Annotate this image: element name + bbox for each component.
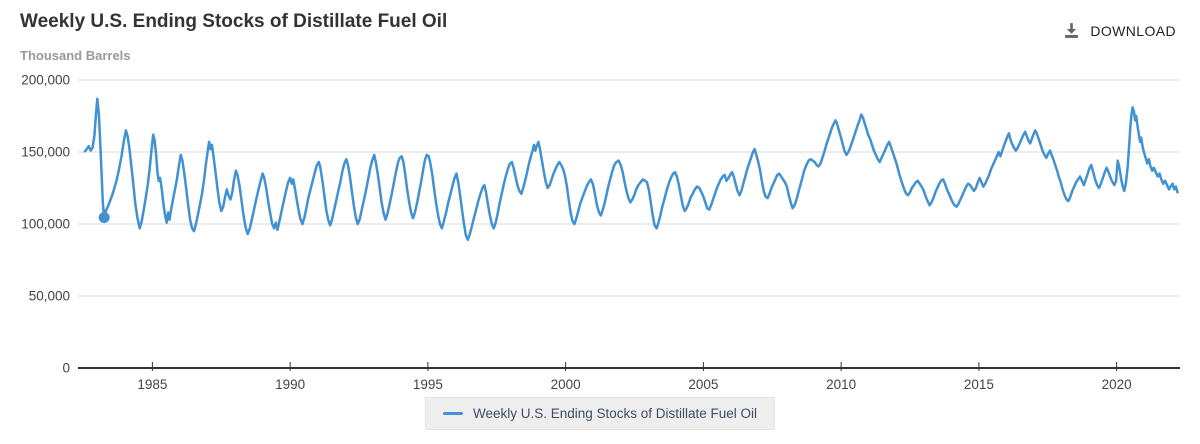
series-line[interactable]: [83, 97, 1179, 242]
y-axis-tick-label: 50,000: [29, 289, 70, 304]
y-axis-tick-label: 100,000: [21, 217, 70, 232]
y-axis-tick-label: 150,000: [21, 145, 70, 160]
x-axis-tick-label: 2010: [826, 377, 856, 392]
legend-label: Weekly U.S. Ending Stocks of Distillate …: [472, 406, 758, 421]
x-axis-tick-label: 1995: [413, 377, 443, 392]
x-axis-tick-label: 1985: [137, 377, 167, 392]
x-axis-tick-label: 2005: [688, 377, 718, 392]
download-icon: [1063, 22, 1080, 39]
x-axis-tick-label: 2015: [964, 377, 994, 392]
data-point-marker[interactable]: [98, 212, 110, 224]
download-button[interactable]: DOWNLOAD: [1063, 18, 1176, 43]
x-axis-tick-label: 1990: [275, 377, 305, 392]
legend-item[interactable]: Weekly U.S. Ending Stocks of Distillate …: [424, 397, 776, 430]
page-title: Weekly U.S. Ending Stocks of Distillate …: [20, 11, 448, 32]
series-color-swatch: [442, 412, 463, 415]
download-label: DOWNLOAD: [1090, 22, 1176, 39]
y-axis-tick-label: 0: [62, 361, 70, 376]
y-axis-tick-label: 200,000: [21, 73, 70, 88]
y-axis-units-label: Thousand Barrels: [20, 48, 131, 63]
x-axis-tick-label: 2020: [1102, 377, 1132, 392]
x-axis-tick-label: 2000: [551, 377, 581, 392]
